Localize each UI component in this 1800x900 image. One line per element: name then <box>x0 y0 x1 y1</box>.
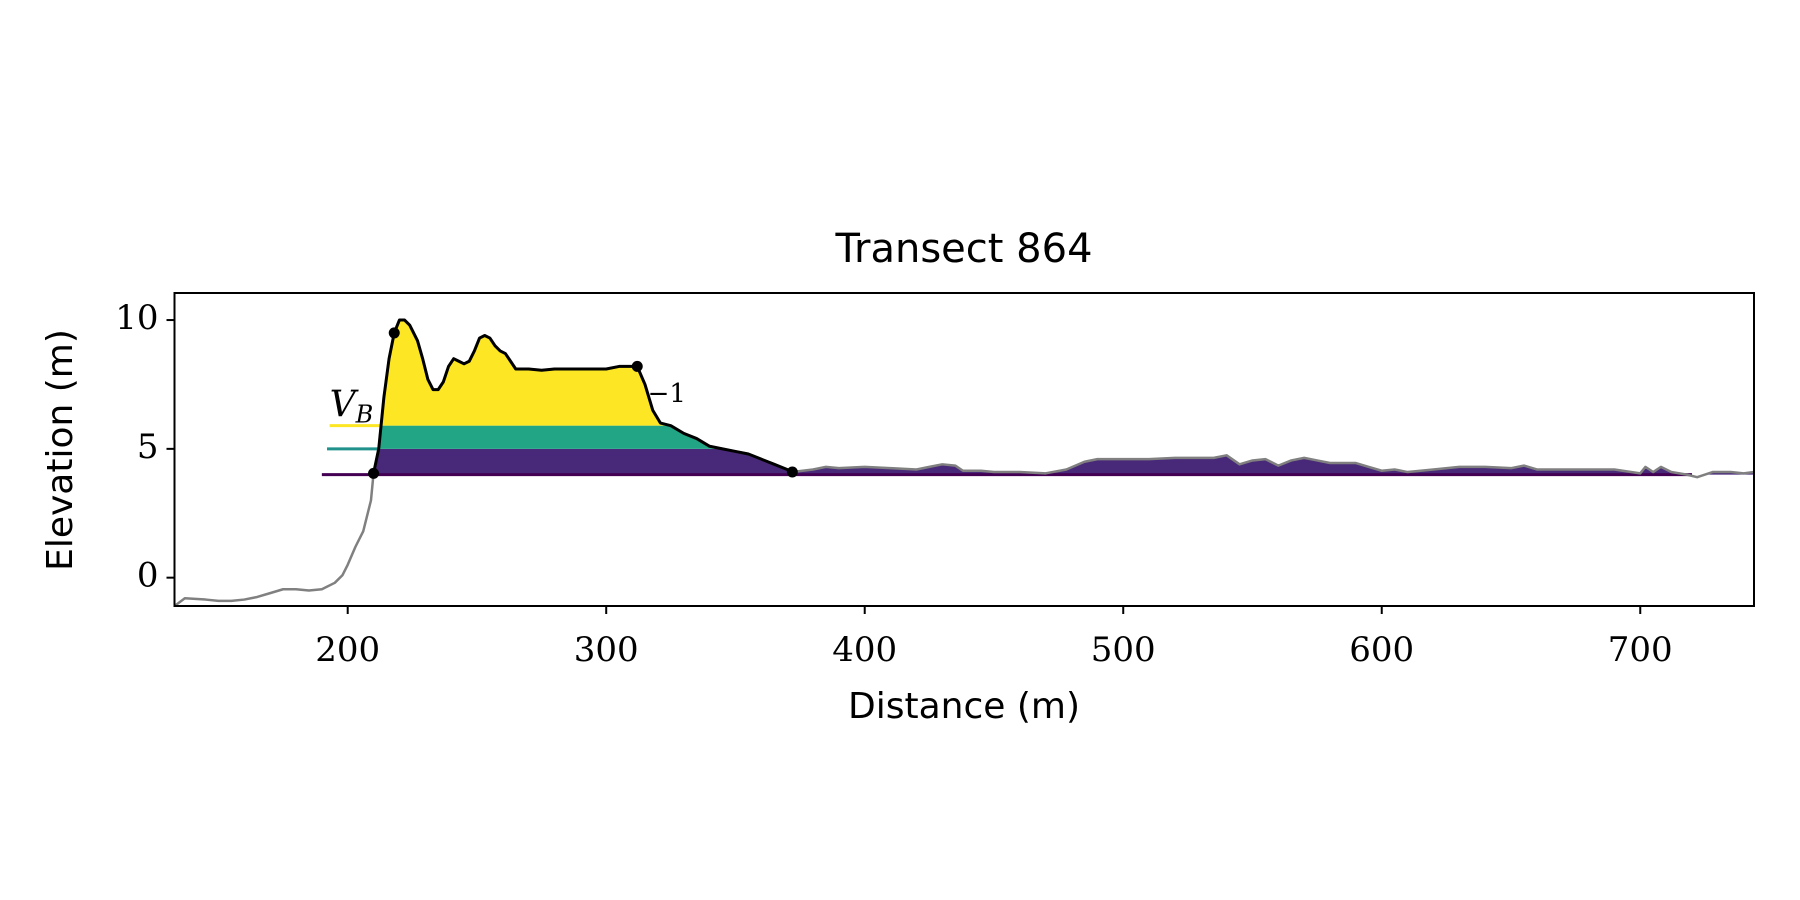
annotation-text: −1 <box>648 379 686 409</box>
level-fill <box>381 320 671 426</box>
point <box>631 360 643 372</box>
y-tick-label: 5 <box>137 427 159 467</box>
x-tick-label: 400 <box>832 630 897 670</box>
x-tick-label: 700 <box>1608 630 1673 670</box>
annotation-text: V <box>330 385 360 426</box>
y-tick-label: 10 <box>115 298 158 338</box>
x-tick-label: 500 <box>1091 630 1156 670</box>
x-tick-label: 300 <box>574 630 639 670</box>
x-tick-label: 200 <box>315 630 380 670</box>
point <box>368 467 380 479</box>
x-tick-label: 600 <box>1349 630 1414 670</box>
annotation-subscript: B <box>355 400 374 428</box>
level-fill <box>373 448 1754 475</box>
point <box>388 327 400 339</box>
x-axis-label: Distance (m) <box>848 686 1080 727</box>
level-fill <box>378 425 723 449</box>
point <box>786 466 798 478</box>
annotation: VB <box>330 385 374 429</box>
y-tick-label: 0 <box>137 556 159 596</box>
annotation: −1 <box>648 379 686 409</box>
lines <box>174 318 1754 606</box>
chart-title: Transect 864 <box>834 226 1092 272</box>
y-axis-label: Elevation (m) <box>40 329 81 571</box>
profile-line <box>372 318 794 474</box>
